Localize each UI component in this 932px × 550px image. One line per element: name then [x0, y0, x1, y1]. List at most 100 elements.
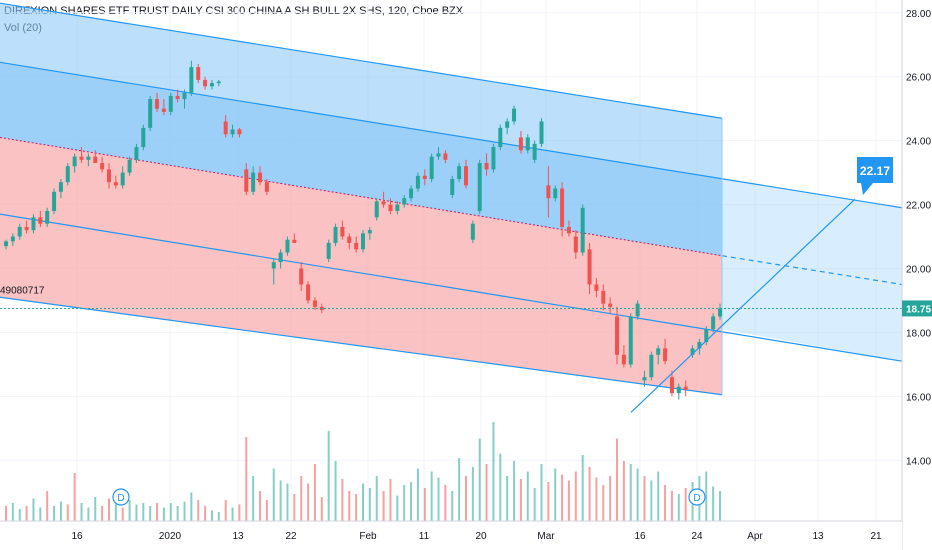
- candle-body: [244, 169, 249, 192]
- volume-bar: [245, 437, 248, 521]
- volume-bar: [87, 507, 90, 521]
- candle-body: [367, 230, 372, 234]
- trend-line-callout: 22.17: [857, 157, 893, 195]
- volume-bar: [437, 477, 440, 521]
- candle-body: [436, 153, 441, 157]
- candle-body: [388, 204, 393, 211]
- volume-bar: [5, 506, 7, 521]
- volume-bar: [526, 471, 529, 521]
- candle-body: [663, 348, 668, 362]
- candle-body: [566, 226, 571, 234]
- volume-bar: [368, 488, 371, 521]
- time-tick-label: 22: [285, 531, 297, 542]
- candle-body: [189, 67, 194, 93]
- channel-median-line: [0, 136, 723, 257]
- volume-bar: [59, 501, 62, 521]
- time-tick-label: 20: [475, 531, 487, 542]
- volume-bar: [574, 471, 577, 521]
- volume-bar: [25, 506, 28, 521]
- time-tick-label: Apr: [747, 531, 763, 542]
- candle-body: [141, 127, 146, 148]
- candle-body: [505, 121, 510, 128]
- candle-body: [402, 198, 407, 205]
- volume-bar: [53, 506, 56, 521]
- volume-bar: [458, 458, 461, 521]
- volume-bar: [238, 504, 241, 521]
- volume-bar: [609, 476, 612, 521]
- candle-body: [168, 95, 173, 112]
- candle-body: [196, 67, 201, 80]
- candle-body: [333, 226, 338, 243]
- volume-bar: [142, 503, 145, 521]
- volume-bar: [101, 506, 104, 521]
- candle-body: [518, 137, 523, 151]
- last-price-badge-label: 18.75: [906, 304, 931, 315]
- candle-body: [546, 185, 551, 199]
- candle-body: [429, 156, 434, 179]
- volume-bar: [396, 495, 399, 521]
- candle-body: [106, 169, 111, 183]
- volume-bar: [540, 464, 543, 521]
- candle-body: [58, 182, 63, 192]
- channel-upper-fill: [0, 3, 722, 256]
- candle-body: [79, 156, 84, 160]
- time-tick-label: 21: [870, 531, 882, 542]
- candle-body: [361, 233, 365, 250]
- candle-body: [491, 147, 496, 170]
- volume-bar: [355, 494, 358, 521]
- candle-body: [525, 137, 530, 151]
- candle-body: [113, 182, 118, 186]
- volume-bar: [423, 488, 426, 521]
- volume-bar: [513, 461, 516, 521]
- volume-bar: [588, 467, 591, 521]
- volume-bar: [279, 480, 282, 521]
- volume-bar: [73, 473, 76, 521]
- candle-body: [175, 95, 180, 100]
- candle-body: [209, 83, 214, 87]
- volume-bar: [485, 464, 488, 521]
- candle-body: [601, 290, 606, 304]
- dividend-marker-label: D: [117, 493, 124, 504]
- candle-body: [484, 163, 489, 170]
- price-axis: 14.00 16.00 18.00 20.00 22.00 24.00 26.00 28.00…: [901, 0, 932, 550]
- volume-bar: [616, 438, 619, 521]
- volume-bar: [94, 497, 97, 521]
- candle-body: [573, 236, 578, 253]
- candle-body: [258, 172, 263, 183]
- volume-bar: [176, 506, 179, 521]
- time-tick-label: 13: [812, 531, 824, 542]
- candle-body: [52, 191, 57, 211]
- candle-body: [669, 377, 674, 394]
- volume-bar: [11, 503, 14, 521]
- candle-body: [223, 121, 228, 135]
- candle-body: [203, 79, 208, 87]
- volume-bar: [348, 491, 351, 521]
- candle-body: [683, 386, 688, 390]
- candle-body: [512, 108, 517, 122]
- volume-bar: [39, 507, 42, 521]
- candle-body: [470, 223, 475, 240]
- volume-bar: [32, 498, 35, 521]
- candle-body: [312, 300, 317, 307]
- volume-bar: [629, 464, 632, 521]
- price-tick-label: 22.00: [906, 201, 931, 212]
- volume-bar: [286, 483, 289, 521]
- volume-bar: [670, 491, 673, 521]
- candle-body: [553, 188, 558, 199]
- time-tick-label: Feb: [359, 531, 377, 542]
- volume-bar: [190, 492, 193, 521]
- candle-body: [24, 226, 29, 231]
- candle-body: [86, 156, 91, 160]
- volume-bar: [217, 512, 220, 521]
- volume-bar: [224, 500, 227, 521]
- volume-bar: [506, 476, 509, 521]
- volume-bar: [492, 422, 495, 521]
- channel-lower-outer-line: [0, 296, 723, 396]
- callout-label: 22.17: [860, 164, 890, 178]
- regression-channel: [0, 2, 903, 396]
- candle-body: [621, 354, 626, 365]
- candle-body: [635, 303, 640, 317]
- price-tick-label: 14.00: [906, 456, 931, 467]
- candle-body: [649, 354, 654, 378]
